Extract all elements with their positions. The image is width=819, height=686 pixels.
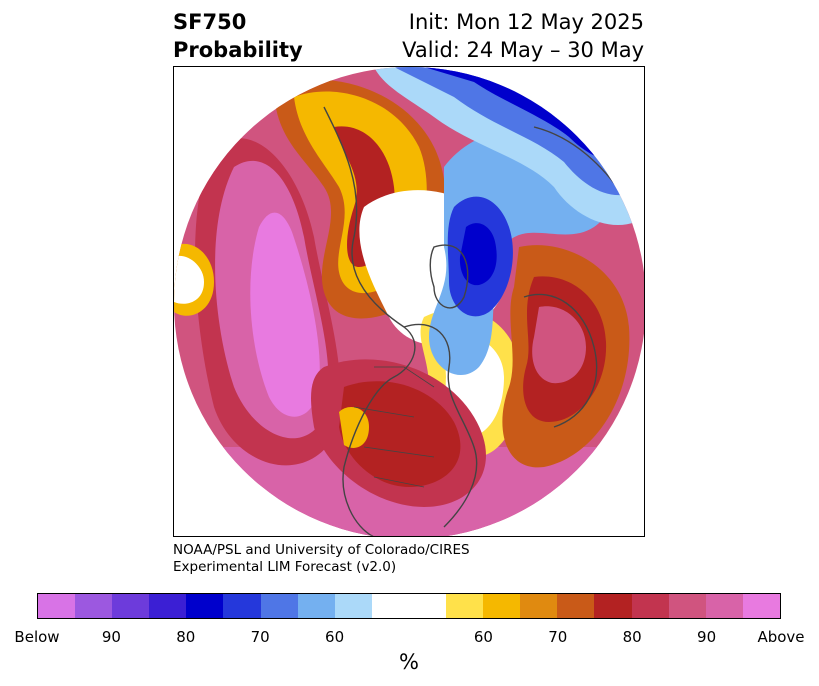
pacific-anomaly-core [250, 212, 320, 417]
arctic-anomaly-core [459, 223, 497, 286]
colorbar-segment [260, 594, 298, 618]
europe-coast [523, 293, 598, 428]
map-title-left: SF750 Probability [173, 8, 303, 64]
colorbar-tick-label: 60 [325, 628, 345, 646]
colorbar-segment [38, 594, 76, 618]
north-america-west-coast [323, 106, 416, 536]
colorbar-segment [705, 594, 743, 618]
colorbar-segment [742, 594, 780, 618]
variable-label: SF750 [173, 10, 247, 34]
credit-line-2: Experimental LIM Forecast (v2.0) [173, 559, 397, 575]
colorbar-segment [371, 594, 409, 618]
colorbar-tick-label: 90 [697, 628, 717, 646]
colorbar-segment [557, 594, 595, 618]
product-label: Probability [173, 38, 303, 62]
colorbar-segment [334, 594, 372, 618]
west-ring-white [174, 255, 204, 304]
init-date-label: Init: Mon 12 May 2025 [408, 10, 644, 34]
colorbar-segment [186, 594, 224, 618]
colorbar-segment [668, 594, 706, 618]
colorbar-segment [594, 594, 632, 618]
map-title-right: Init: Mon 12 May 2025 Valid: 24 May – 30… [402, 8, 644, 64]
colorbar-tick-label: 70 [548, 628, 568, 646]
colorbar-tick-label: 70 [250, 628, 270, 646]
colorbar [37, 593, 781, 619]
colorbar-segment [112, 594, 150, 618]
colorbar-tick-label: 80 [622, 628, 642, 646]
north-america-east-coast [403, 323, 478, 528]
forecast-map [173, 66, 645, 537]
colorbar-tick-label: 60 [473, 628, 493, 646]
colorbar-segment [483, 594, 521, 618]
colorbar-segment [223, 594, 261, 618]
europe-anomaly-core [532, 306, 586, 384]
colorbar-segment [408, 594, 447, 618]
colorbar-tick-label: 90 [101, 628, 121, 646]
colorbar-tick-label: Below [14, 628, 60, 646]
colorbar-segment [149, 594, 187, 618]
colorbar-tick-label: Above [757, 628, 805, 646]
colorbar-segment [75, 594, 113, 618]
credit-text: NOAA/PSL and University of Colorado/CIRE… [173, 542, 470, 576]
state-borders [353, 366, 435, 488]
colorbar-segment [631, 594, 669, 618]
credit-line-1: NOAA/PSL and University of Colorado/CIRE… [173, 542, 470, 558]
valid-range-label: Valid: 24 May – 30 May [402, 38, 644, 62]
colorbar-unit: % [399, 650, 419, 674]
colorbar-tick-label: 80 [176, 628, 196, 646]
polar-projection-map [174, 67, 644, 536]
greenland-outline [429, 244, 469, 309]
colorbar-segment [520, 594, 558, 618]
us-anomaly-red [339, 381, 461, 487]
colorbar-segment [446, 594, 484, 618]
colorbar-segment [297, 594, 335, 618]
